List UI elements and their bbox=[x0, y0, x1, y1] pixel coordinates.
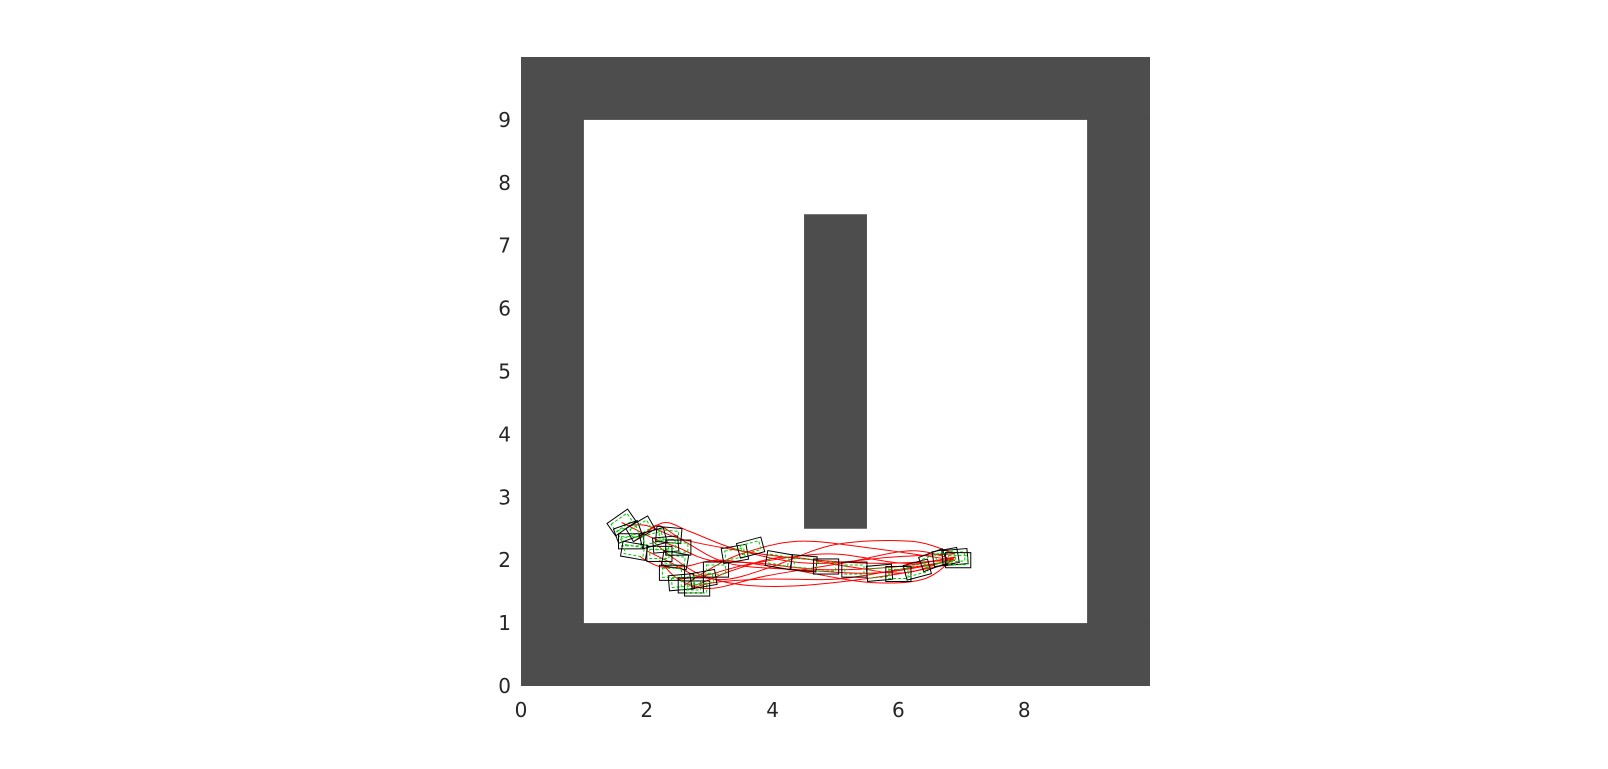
trajectory-line-11 bbox=[633, 524, 956, 574]
y-tick-label: 5 bbox=[498, 360, 511, 384]
vehicle-19 bbox=[735, 536, 766, 559]
x-tick-label: 2 bbox=[640, 698, 653, 722]
vehicle-inner-outline bbox=[906, 562, 929, 578]
vehicle-inner-outline bbox=[661, 567, 683, 578]
vehicle-inner-outline bbox=[642, 530, 665, 546]
vehicle-outline bbox=[813, 558, 840, 575]
vehicle-outline bbox=[684, 580, 711, 597]
vehicle-30 bbox=[945, 552, 972, 569]
outer-wall-right bbox=[1087, 57, 1150, 686]
trajectory-line-2 bbox=[627, 524, 956, 564]
vehicle-25 bbox=[885, 565, 912, 583]
vehicle-inner-outline bbox=[844, 564, 865, 575]
vehicle-6 bbox=[638, 527, 668, 550]
x-tick-label: 8 bbox=[1018, 698, 1031, 722]
vehicle-inner-outline bbox=[680, 580, 701, 591]
vehicle-outline bbox=[660, 550, 690, 571]
center-pillar bbox=[804, 214, 867, 529]
vehicle-24 bbox=[865, 563, 894, 582]
vehicle-9 bbox=[655, 525, 683, 545]
vehicle-outline bbox=[655, 525, 683, 545]
obstacle-layer bbox=[521, 57, 1150, 686]
vehicle-21 bbox=[790, 554, 818, 573]
vehicle-22 bbox=[813, 558, 840, 575]
trajectory-line-6 bbox=[684, 540, 956, 586]
vehicle-inner-outline bbox=[724, 547, 746, 561]
vehicle-outline bbox=[665, 539, 692, 556]
y-tick-label: 8 bbox=[498, 171, 511, 195]
x-axis: 0 2 4 6 8 bbox=[515, 698, 1031, 722]
y-tick-label: 0 bbox=[498, 674, 511, 698]
vehicle-inner-outline bbox=[934, 550, 957, 564]
vehicle-outline bbox=[638, 527, 668, 550]
trajectory-line-1 bbox=[621, 522, 956, 571]
vehicle-inner-outline bbox=[948, 555, 969, 566]
y-tick-label: 2 bbox=[498, 548, 511, 572]
vehicle-outline bbox=[612, 519, 643, 544]
y-tick-label: 4 bbox=[498, 422, 511, 446]
vehicle-inner-outline bbox=[793, 557, 815, 570]
vehicle-outline bbox=[790, 554, 818, 573]
vehicle-inner-outline bbox=[664, 553, 686, 567]
vehicle-inner-outline bbox=[816, 561, 837, 572]
vehicle-7 bbox=[646, 545, 673, 562]
vehicle-inner-outline bbox=[623, 544, 646, 558]
vehicle-inner-outline bbox=[888, 568, 909, 580]
x-tick-label: 4 bbox=[766, 698, 779, 722]
vehicle-outline bbox=[735, 536, 766, 559]
vehicle-26 bbox=[902, 558, 933, 581]
trajectory-line-8 bbox=[640, 556, 956, 584]
trajectory-line-7 bbox=[690, 559, 956, 589]
vehicle-outline bbox=[702, 561, 730, 578]
vehicle-outline bbox=[646, 545, 673, 562]
vehicle-inner-outline bbox=[692, 572, 715, 586]
vehicle-inner-outline bbox=[658, 529, 680, 541]
y-axis: 0 1 2 3 4 5 6 7 8 9 bbox=[498, 108, 511, 698]
y-tick-label: 6 bbox=[498, 297, 511, 321]
vehicle-inner-outline bbox=[869, 566, 890, 579]
vehicle-inner-outline bbox=[649, 548, 670, 559]
outer-wall-bottom bbox=[521, 623, 1150, 686]
vehicle-inner-outline bbox=[610, 512, 633, 533]
vehicle-10 bbox=[660, 550, 690, 571]
vehicle-inner-outline bbox=[670, 576, 692, 589]
vehicle-inner-outline bbox=[668, 542, 689, 553]
vehicle-outline bbox=[885, 565, 912, 583]
outer-wall-top bbox=[521, 57, 1150, 120]
vehicle-inner-outline bbox=[739, 540, 762, 556]
vehicle-28 bbox=[931, 546, 960, 568]
vehicle-outline bbox=[720, 543, 750, 565]
x-tick-label: 0 bbox=[515, 698, 528, 722]
trajectory-line-9 bbox=[646, 521, 956, 564]
vehicle-outline bbox=[917, 548, 949, 573]
vehicle-inner-outline bbox=[768, 553, 790, 567]
y-tick-label: 9 bbox=[498, 108, 511, 132]
vehicle-outline bbox=[625, 515, 656, 543]
vehicle-outline bbox=[931, 546, 960, 568]
vehicle-17 bbox=[702, 561, 730, 578]
x-tick-label: 6 bbox=[892, 698, 905, 722]
vehicle-inner-outline bbox=[687, 583, 708, 594]
y-tick-label: 7 bbox=[498, 234, 511, 258]
vehicle-outline bbox=[658, 564, 686, 581]
vehicle-12 bbox=[658, 564, 686, 581]
outer-wall-left bbox=[521, 57, 584, 686]
vehicle-11 bbox=[665, 539, 692, 556]
vehicle-15 bbox=[684, 580, 711, 597]
vehicle-18 bbox=[720, 543, 750, 565]
vehicle-layer bbox=[606, 508, 972, 597]
y-tick-label: 3 bbox=[498, 485, 511, 509]
trajectory-line-12 bbox=[678, 553, 956, 580]
vehicle-inner-outline bbox=[705, 564, 727, 575]
vehicle-outline bbox=[865, 563, 894, 582]
vehicle-outline bbox=[945, 552, 972, 569]
vehicle-outline bbox=[902, 558, 933, 581]
y-tick-label: 1 bbox=[498, 611, 511, 635]
